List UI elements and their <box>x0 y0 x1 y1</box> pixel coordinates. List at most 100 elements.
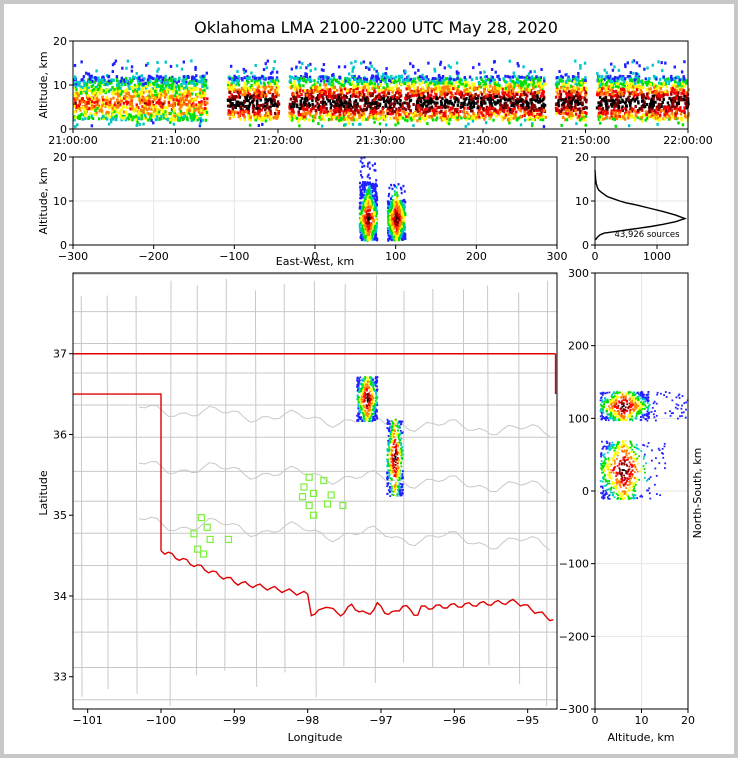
time-source-mark <box>206 97 209 101</box>
time-source-mark <box>639 117 642 121</box>
time-source-mark <box>146 111 150 115</box>
time-source-mark <box>400 82 403 86</box>
time-source-mark <box>652 100 655 104</box>
time-source-mark <box>340 83 343 87</box>
time-source-mark <box>425 82 428 86</box>
time-source-mark <box>93 101 96 105</box>
time-source-mark <box>363 114 366 118</box>
time-source-mark <box>533 118 536 122</box>
time-source-mark <box>122 96 126 100</box>
time-source-mark <box>560 108 564 112</box>
time-source-mark <box>257 110 260 114</box>
time-source-mark <box>536 116 540 120</box>
time-source-mark <box>309 86 313 90</box>
time-source-mark <box>584 93 587 97</box>
time-source-mark <box>514 114 517 118</box>
time-source-mark <box>118 87 122 91</box>
time-source-mark <box>513 75 517 79</box>
time-source-mark <box>274 83 278 87</box>
time-source-mark <box>601 106 605 110</box>
time-source-mark <box>200 109 203 113</box>
time-source-mark <box>412 79 416 83</box>
time-source-mark <box>320 92 323 96</box>
time-source-mark <box>305 111 309 115</box>
time-source-mark <box>502 94 506 98</box>
time-source-mark <box>125 97 129 101</box>
time-source-mark <box>574 59 577 63</box>
time-source-mark <box>584 76 587 80</box>
time-source-mark <box>382 72 385 76</box>
time-source-mark <box>413 91 417 95</box>
time-source-mark <box>253 111 257 115</box>
time-source-mark <box>330 86 333 90</box>
time-source-mark <box>176 84 180 88</box>
time-source-mark <box>604 102 607 106</box>
time-source-mark <box>645 116 649 120</box>
time-source-mark <box>178 93 181 97</box>
time-source-mark <box>394 113 398 117</box>
time-source-mark <box>260 94 263 98</box>
time-source-mark <box>182 81 186 85</box>
time-source-mark <box>458 92 461 96</box>
time-source-mark <box>140 83 144 87</box>
time-source-mark <box>262 85 265 89</box>
time-source-mark <box>147 118 150 122</box>
time-source-mark <box>298 124 301 128</box>
time-source-mark <box>231 107 235 111</box>
time-source-mark <box>273 95 276 99</box>
time-source-mark <box>192 76 196 80</box>
time-source-mark <box>336 96 339 100</box>
time-source-mark <box>103 83 106 87</box>
time-source-mark <box>255 82 259 86</box>
time-source-mark <box>425 115 429 119</box>
time-source-mark <box>377 77 380 81</box>
time-source-mark <box>75 80 79 84</box>
time-source-mark <box>455 61 459 65</box>
time-source-mark <box>455 78 458 82</box>
time-source-mark <box>379 95 383 99</box>
time-source-mark <box>429 101 433 105</box>
time-source-mark <box>555 82 558 86</box>
time-source-mark <box>559 95 562 99</box>
time-source-mark <box>365 88 369 92</box>
time-source-mark <box>148 80 151 84</box>
time-source-mark <box>584 91 588 95</box>
time-source-mark <box>79 108 82 112</box>
time-source-mark <box>277 102 281 106</box>
time-source-mark <box>409 109 412 113</box>
time-source-mark <box>271 76 274 80</box>
time-source-mark <box>111 78 115 82</box>
time-source-mark <box>91 91 94 95</box>
time-source-mark <box>135 123 138 127</box>
time-source-mark <box>336 105 339 109</box>
time-source-mark <box>296 76 299 80</box>
time-source-mark <box>632 94 636 98</box>
time-source-mark <box>275 76 279 80</box>
time-source-mark <box>121 82 124 86</box>
time-source-mark <box>415 89 418 93</box>
time-source-mark <box>504 80 507 84</box>
time-source-mark <box>306 104 309 108</box>
time-source-mark <box>147 97 151 101</box>
time-source-mark <box>633 109 637 113</box>
time-source-mark <box>502 104 505 108</box>
time-source-mark <box>458 114 461 118</box>
time-source-mark <box>315 89 318 93</box>
time-source-mark <box>375 77 378 81</box>
time-source-mark <box>520 107 523 111</box>
time-source-mark <box>506 104 509 108</box>
time-source-mark <box>361 112 365 116</box>
time-source-mark <box>273 102 276 106</box>
time-source-mark <box>568 103 571 107</box>
time-source-mark <box>655 75 658 79</box>
time-source-mark <box>89 89 93 93</box>
time-source-mark <box>386 111 389 115</box>
time-source-mark <box>562 111 565 115</box>
time-source-mark <box>157 78 160 82</box>
time-source-mark <box>533 70 536 74</box>
time-source-mark <box>396 87 399 91</box>
time-source-mark <box>92 88 96 92</box>
time-source-mark <box>170 87 173 91</box>
time-source-mark <box>657 108 660 112</box>
time-source-mark <box>500 115 503 119</box>
